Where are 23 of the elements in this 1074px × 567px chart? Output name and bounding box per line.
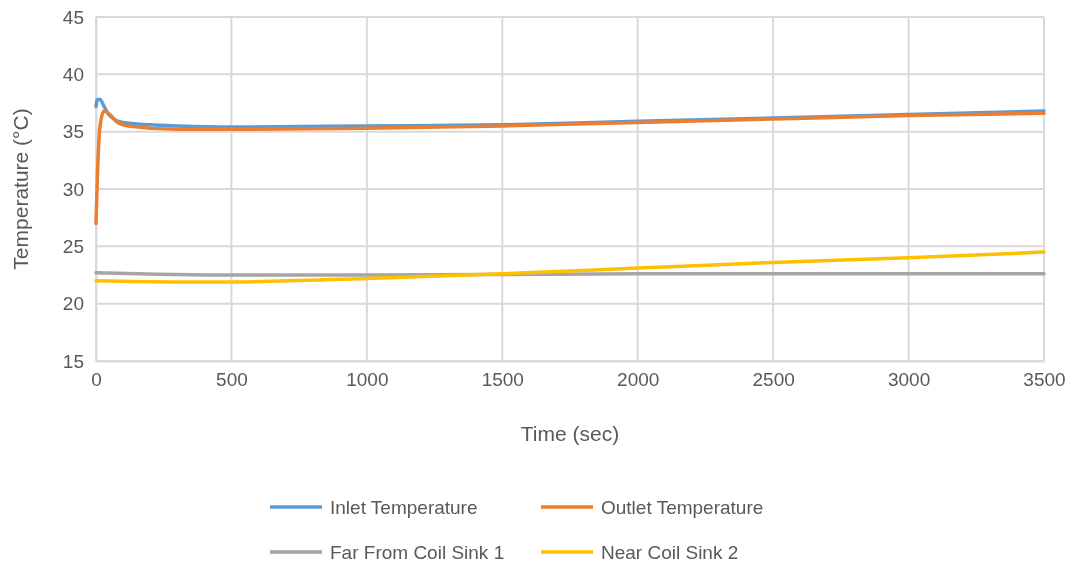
- y-tick-label: 35: [62, 121, 84, 143]
- legend-label: Outlet Temperature: [601, 497, 764, 518]
- x-axis-title: Time (sec): [520, 422, 620, 445]
- y-tick-label: 30: [62, 178, 84, 200]
- legend-label: Inlet Temperature: [330, 497, 478, 518]
- legend-label: Far From Coil Sink 1: [330, 542, 505, 563]
- y-tick-label: 45: [62, 6, 84, 28]
- y-tick-label: 25: [62, 235, 84, 257]
- x-tick-label: 500: [216, 369, 248, 391]
- line-series: [94, 250, 1046, 284]
- y-tick-label: 15: [62, 350, 84, 372]
- y-axis-title: Temperature (°C): [9, 108, 32, 270]
- x-tick-label: 2500: [752, 369, 795, 391]
- y-tick-label: 40: [62, 63, 84, 85]
- x-tick-label: 2000: [617, 369, 660, 391]
- x-tick-label: 1000: [346, 369, 389, 391]
- line-series: [94, 109, 1046, 226]
- x-tick-label: 3000: [887, 369, 931, 391]
- x-tick-label: 0: [91, 369, 102, 391]
- legend-label: Near Coil Sink 2: [601, 542, 739, 563]
- y-tick-label: 20: [62, 293, 84, 315]
- x-tick-label: 3500: [1023, 369, 1066, 391]
- x-tick-label: 1500: [481, 369, 524, 391]
